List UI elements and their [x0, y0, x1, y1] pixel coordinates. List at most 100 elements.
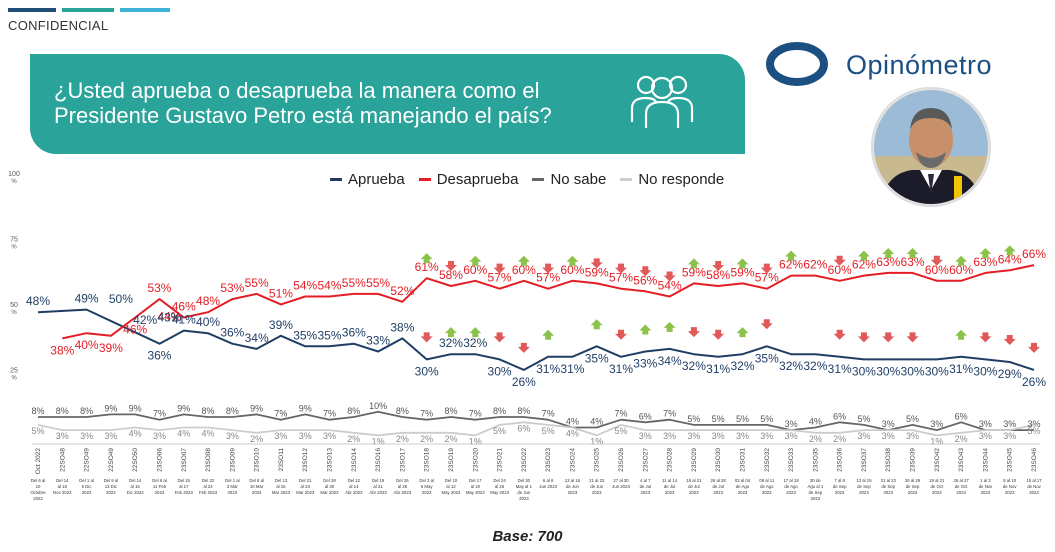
president-photo — [871, 87, 991, 207]
data-label-aprueba: 30% — [852, 364, 876, 378]
x-tick-label: 23SO11 — [278, 448, 285, 472]
data-label-desaprueba: 60% — [463, 263, 487, 277]
data-label-aprueba: 32% — [439, 336, 463, 350]
data-label-aprueba: 31% — [560, 362, 584, 376]
data-label-desaprueba: 62% — [779, 258, 803, 272]
data-label-no-responde: 3% — [736, 431, 749, 441]
data-label-aprueba: 33% — [366, 334, 390, 348]
data-label-aprueba: 40% — [196, 315, 220, 329]
data-label-aprueba: 38% — [390, 320, 414, 334]
data-label-aprueba: 32% — [463, 336, 487, 350]
data-label-aprueba: 36% — [220, 326, 244, 340]
x-tick-label: 23SO30 — [715, 448, 722, 472]
data-label-no-responde: 2% — [444, 434, 457, 444]
data-label-desaprueba: 62% — [803, 258, 827, 272]
trend-up-arrow-icon — [955, 255, 968, 266]
data-label-no-sabe: 8% — [202, 406, 215, 416]
x-tick-label: 23SO12 — [302, 448, 309, 472]
trend-up-arrow-icon — [639, 324, 652, 335]
trend-down-arrow-icon — [1028, 342, 1040, 353]
data-label-desaprueba: 55% — [245, 276, 269, 290]
data-label-no-sabe: 9% — [299, 403, 312, 413]
trend-up-arrow-icon — [566, 255, 579, 266]
x-tick-label: 23SO21 — [497, 448, 504, 472]
data-label-no-responde: 4% — [129, 429, 142, 439]
data-label-aprueba: 34% — [658, 354, 682, 368]
trend-down-arrow-icon — [542, 263, 555, 274]
x-tick-label: 23SO14 — [351, 448, 358, 472]
trend-up-arrow-icon — [906, 247, 919, 258]
data-label-aprueba: 31% — [949, 362, 973, 376]
x-tick-label: 23SO22 — [521, 448, 528, 472]
trend-down-arrow-icon — [687, 327, 700, 338]
data-label-desaprueba: 46% — [123, 322, 147, 336]
date-range-label: 15 al 17 de Nov 2023 — [1026, 478, 1042, 495]
date-range-label: Del 9 al 13 Dic 2022 — [104, 478, 119, 495]
data-label-desaprueba: 63% — [901, 255, 925, 269]
data-label-no-sabe: 3% — [1027, 419, 1040, 429]
data-label-no-responde: 6% — [517, 423, 530, 433]
x-tick-label: 23SO36 — [837, 448, 844, 472]
x-tick-label: 23SO26 — [618, 448, 625, 472]
data-label-aprueba: 49% — [75, 292, 99, 306]
data-label-no-sabe: 5% — [906, 414, 919, 424]
data-label-no-sabe: 4% — [590, 417, 603, 427]
trend-down-arrow-icon — [979, 332, 992, 343]
data-label-no-sabe: 8% — [444, 406, 457, 416]
data-label-no-responde: 4% — [202, 429, 215, 439]
date-range-label: Del 1 al 3 Mar 2023 — [225, 478, 240, 495]
series-line-no-sabe — [38, 410, 1034, 432]
data-label-desaprueba: 60% — [512, 263, 536, 277]
x-tick-label: 23SO24 — [569, 448, 576, 472]
data-label-desaprueba: 62% — [852, 258, 876, 272]
data-label-aprueba: 31% — [609, 362, 633, 376]
trend-down-arrow-icon — [444, 261, 457, 272]
trend-down-arrow-icon — [615, 329, 628, 340]
data-label-desaprueba: 63% — [973, 255, 997, 269]
legend-item-no-responde: No responde — [620, 171, 724, 188]
x-tick-label: 23SO07 — [181, 448, 188, 472]
data-label-no-responde: 5% — [1027, 426, 1040, 436]
data-label-aprueba-extra: 50% — [109, 292, 133, 306]
date-range-label: 8 al 10 de Nov 2023 — [1003, 478, 1017, 495]
data-label-no-sabe: 7% — [663, 409, 676, 419]
data-label-desaprueba: 53% — [147, 281, 171, 295]
data-label-no-sabe: 6% — [639, 411, 652, 421]
question-banner: ¿Usted aprueba o desaprueba la manera co… — [30, 54, 745, 154]
trend-down-arrow-icon — [930, 255, 943, 266]
data-label-no-sabe: 3% — [882, 419, 895, 429]
data-label-no-sabe: 5% — [760, 414, 773, 424]
x-tick-label: 22SO50 — [132, 448, 139, 472]
trend-down-arrow-icon — [663, 271, 676, 282]
data-label-no-responde: 3% — [274, 431, 287, 441]
data-label-desaprueba: 59% — [682, 265, 706, 279]
date-range-label: 4 al 7 de Jul 2023 — [640, 478, 652, 495]
data-label-desaprueba: 46% — [172, 299, 196, 313]
date-range-label: Del 15 al 17 Feb 2023 — [175, 478, 194, 495]
trend-down-arrow-icon — [712, 261, 725, 272]
x-tick-label: 23SO27 — [642, 448, 649, 472]
data-label-no-responde: 1% — [590, 436, 603, 446]
data-label-desaprueba: 57% — [609, 271, 633, 285]
data-label-no-responde: 5% — [493, 426, 506, 436]
data-label-no-sabe: 5% — [857, 414, 870, 424]
data-label-no-sabe: 7% — [615, 409, 628, 419]
trend-down-arrow-icon — [760, 319, 773, 330]
data-label-aprueba: 30% — [876, 364, 900, 378]
data-label-no-sabe: 5% — [736, 414, 749, 424]
data-label-aprueba-extra: 43% — [157, 310, 181, 324]
data-label-no-sabe: 8% — [517, 406, 530, 416]
trend-up-arrow-icon — [736, 258, 749, 269]
date-range-label: 30 de Ago al 1 de Sep 2023 — [807, 478, 823, 501]
data-label-no-sabe: 7% — [274, 409, 287, 419]
data-label-desaprueba: 63% — [876, 255, 900, 269]
data-label-no-responde: 3% — [906, 431, 919, 441]
date-range-label: 09 al 11 de Ago 2023 — [759, 478, 775, 495]
data-label-aprueba: 31% — [536, 362, 560, 376]
data-label-no-responde: 2% — [833, 434, 846, 444]
trend-up-arrow-icon — [857, 250, 870, 261]
data-label-aprueba: 31% — [706, 362, 730, 376]
x-tick-label: 23SO33 — [788, 448, 795, 472]
data-label-no-sabe: 9% — [250, 403, 263, 413]
date-range-label: Del 14 al 16 Dic 2022 — [127, 478, 145, 495]
